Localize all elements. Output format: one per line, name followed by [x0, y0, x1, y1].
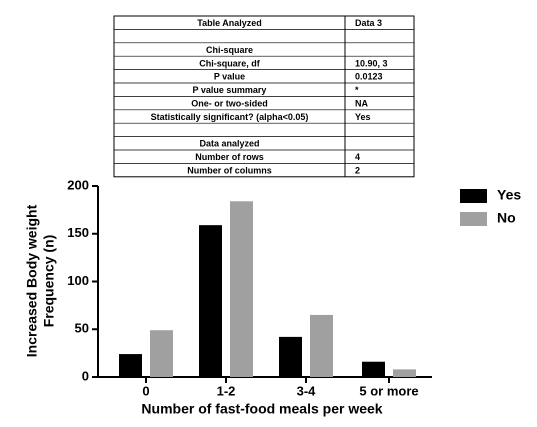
- bar: [150, 330, 173, 377]
- table-label: Statistically significant? (alpha<0.05): [151, 112, 309, 122]
- x-tick-label: 0: [142, 383, 149, 398]
- table-value: NA: [355, 98, 368, 108]
- table-value: 10.90, 3: [355, 58, 388, 68]
- table-value: 4: [355, 152, 360, 162]
- y-axis-label: Frequency (n): [41, 235, 57, 328]
- x-axis-label: Number of fast-food meals per week: [141, 401, 382, 417]
- y-tick-label: 150: [67, 225, 89, 240]
- legend-swatch: [460, 212, 487, 226]
- table-label: Chi-square, df: [199, 58, 261, 68]
- bar: [362, 361, 385, 377]
- table-value: 2: [355, 165, 360, 175]
- bar: [279, 336, 302, 377]
- table-value: *: [355, 85, 359, 95]
- y-axis-label: Increased Body weight: [24, 204, 40, 357]
- y-tick-label: 200: [67, 177, 89, 192]
- legend-swatch: [460, 189, 487, 203]
- table-value: Data 3: [355, 18, 382, 28]
- legend-label: No: [497, 210, 516, 226]
- bar: [310, 314, 333, 377]
- table-label: P value summary: [193, 85, 267, 95]
- y-tick-label: 100: [67, 273, 89, 288]
- x-tick-label: 3-4: [297, 383, 317, 398]
- table-label: Data analyzed: [199, 139, 259, 149]
- table-value: Yes: [355, 112, 371, 122]
- bar: [119, 354, 142, 377]
- table-value: 0.0123: [355, 72, 383, 82]
- table-label: Number of columns: [187, 165, 272, 175]
- x-tick-label: 1-2: [217, 383, 236, 398]
- table-label: P value: [214, 72, 245, 82]
- table-label: Table Analyzed: [197, 18, 262, 28]
- table-label: Chi-square: [206, 45, 253, 55]
- x-tick-label: 5 or more: [359, 383, 418, 398]
- table-label: One- or two-sided: [191, 98, 268, 108]
- bar: [230, 201, 253, 377]
- y-tick-label: 0: [82, 368, 89, 383]
- legend-label: Yes: [497, 187, 521, 203]
- bar: [199, 225, 222, 377]
- bar: [393, 369, 416, 377]
- y-tick-label: 50: [75, 321, 89, 336]
- table-label: Number of rows: [195, 152, 264, 162]
